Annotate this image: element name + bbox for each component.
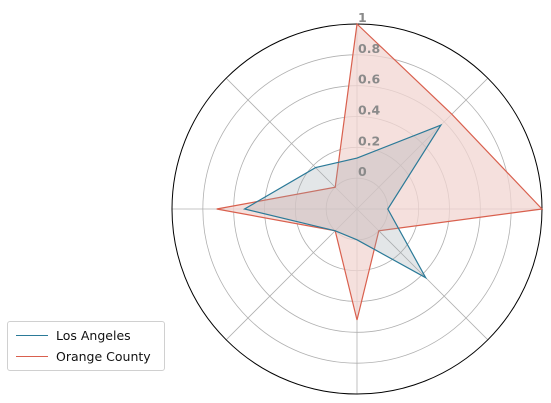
legend-label-los-angeles: Los Angeles (56, 328, 131, 343)
line-los-angeles (242, 123, 443, 280)
legend-item-orange-county: Orange County (16, 346, 156, 367)
legend-label-orange-county: Orange County (56, 349, 151, 364)
legend-item-los-angeles: Los Angeles (16, 325, 156, 346)
tick-label-2: 0.4 (358, 103, 380, 118)
tick-label-1: 0.2 (358, 133, 380, 148)
tick-label-3: 0.6 (358, 72, 380, 87)
legend-swatch-orange-county (16, 356, 48, 357)
legend-swatch-los-angeles (16, 335, 48, 336)
legend: Los Angeles Orange County (7, 321, 165, 371)
area-los-angeles (244, 125, 441, 278)
radial-tick-labels: 0 0.2 0.4 0.6 0.8 1 (358, 10, 380, 179)
radar-series (216, 22, 544, 321)
tick-label-4: 0.8 (358, 41, 380, 56)
area-orange-county (216, 24, 542, 320)
tick-label-0: 0 (358, 164, 367, 179)
tick-label-5: 1 (358, 10, 367, 25)
